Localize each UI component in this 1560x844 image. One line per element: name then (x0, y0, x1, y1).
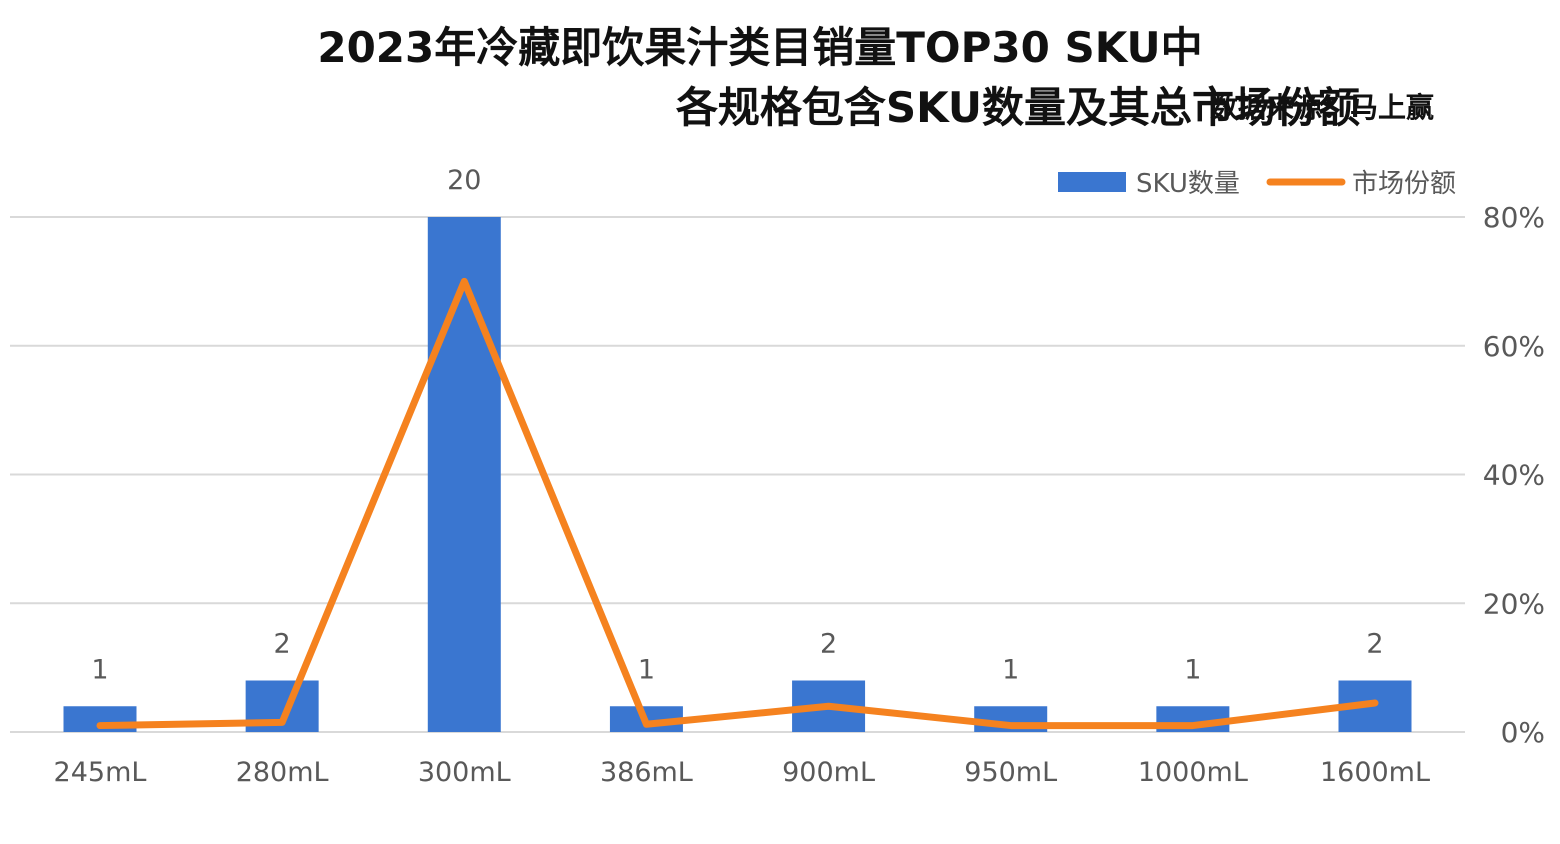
y-right-tick-label: 60% (1483, 330, 1545, 363)
y-right-tick-label: 40% (1483, 459, 1545, 492)
legend: SKU数量 市场份额 (1058, 169, 1456, 199)
x-axis-ticks: 245mL 280mL 300mL 386mL 900mL 950mL 1000mL 1600… (54, 757, 1430, 788)
gridlines (10, 216, 1465, 733)
bar-data-label: 20 (447, 165, 481, 196)
bar-data-label: 2 (274, 629, 291, 660)
bar-data-labels: 1 2 20 1 2 1 1 2 (91, 165, 1383, 685)
x-tick-label: 386mL (600, 757, 693, 788)
bar-data-label: 2 (820, 629, 837, 660)
market-share-line (96, 277, 1379, 730)
x-tick-label: 950mL (964, 757, 1057, 788)
bar-data-label: 1 (91, 654, 108, 685)
chart-title-line2: 各规格包含SKU数量及其总市场份额 (675, 83, 1360, 132)
x-tick-label: 1600mL (1320, 757, 1430, 788)
x-tick-label: 900mL (782, 757, 875, 788)
bar-data-label: 1 (1184, 654, 1201, 685)
line-series (96, 277, 1379, 730)
x-tick-label: 300mL (418, 757, 511, 788)
y-right-tick-label: 20% (1483, 587, 1545, 620)
bar-data-label: 1 (1002, 654, 1019, 685)
bar-data-label: 2 (1366, 629, 1383, 660)
x-tick-label: 1000mL (1138, 757, 1248, 788)
y-right-axis-ticks: 0% 20% 40% 60% 80% (1483, 201, 1545, 749)
legend-bar-label: SKU数量 (1136, 169, 1240, 199)
chart-title-line1: 2023年冷藏即饮果汁类目销量TOP30 SKU中 (317, 23, 1203, 72)
x-tick-label: 245mL (54, 757, 147, 788)
legend-line-label: 市场份额 (1352, 169, 1456, 199)
bar (427, 217, 501, 732)
bar-data-label: 1 (638, 654, 655, 685)
legend-bar-swatch (1058, 172, 1126, 192)
x-tick-label: 280mL (236, 757, 329, 788)
data-source: 数据来源：马上赢 (1210, 91, 1435, 124)
y-right-tick-label: 80% (1483, 201, 1545, 234)
y-right-tick-label: 0% (1501, 716, 1545, 749)
